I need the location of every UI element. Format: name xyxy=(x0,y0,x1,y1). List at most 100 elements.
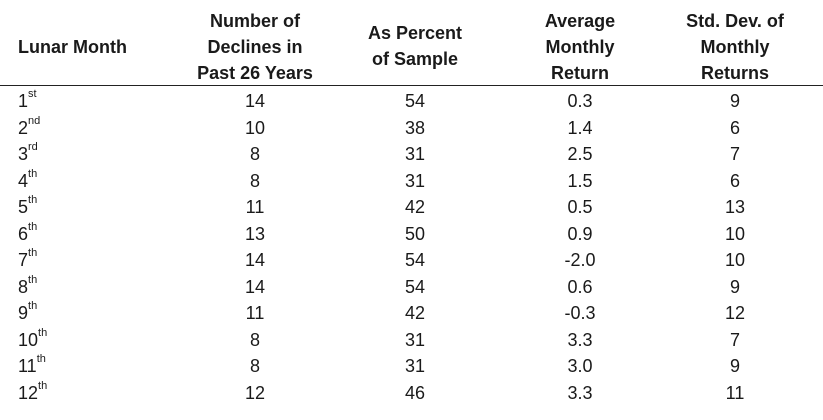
average-return-cell: 1.4 xyxy=(567,117,593,138)
average-return-cell: 1.5 xyxy=(567,170,593,191)
declines-cell: 13 xyxy=(244,223,266,244)
month-ordinal-suffix: th xyxy=(28,273,38,286)
average-return-cell: 3.3 xyxy=(567,382,593,403)
header-std-dev: Std. Dev. of Monthly Returns xyxy=(686,11,784,83)
table-row: 10th 8 31 3.3 7 xyxy=(0,327,823,354)
month-ordinal-suffix: nd xyxy=(28,114,41,127)
average-return-cell: 3.0 xyxy=(567,356,593,376)
month-ordinal-suffix: th xyxy=(28,194,38,206)
month-ordinal-suffix: th xyxy=(38,379,48,392)
average-return-cell: 3.3 xyxy=(567,329,593,350)
percent-cell: 42 xyxy=(404,303,426,323)
declines-cell: 14 xyxy=(244,91,266,111)
average-return-cell: 0.5 xyxy=(567,197,593,217)
lunar-month-cell: 1st xyxy=(18,88,37,114)
percent-cell: 54 xyxy=(404,250,426,270)
lunar-month-cell: 12th xyxy=(18,380,47,406)
lunar-month-cell: 3rd xyxy=(18,141,38,167)
std-dev-cell: 13 xyxy=(724,197,746,217)
header-average-return: Average Monthly Return xyxy=(544,11,616,83)
percent-cell: 31 xyxy=(404,144,426,164)
std-dev-cell: 10 xyxy=(724,250,746,270)
declines-cell: 10 xyxy=(244,117,266,138)
month-number: 3 xyxy=(18,144,29,164)
lunar-month-cell: 6th xyxy=(18,221,37,247)
month-ordinal-suffix: th xyxy=(28,247,38,259)
month-number: 5 xyxy=(18,197,29,217)
average-return-cell: 2.5 xyxy=(567,144,593,164)
month-ordinal-suffix: st xyxy=(28,88,37,100)
table-body: 1st 14 54 0.3 9 2nd 10 38 1.4 6 3rd 8 31 2.5 7 4th 8 31 1.… xyxy=(0,88,823,406)
table-row: 8th 14 54 0.6 9 xyxy=(0,274,823,301)
header-lunar-month: Lunar Month xyxy=(18,37,127,57)
declines-cell: 14 xyxy=(244,276,266,297)
declines-cell: 8 xyxy=(249,329,260,350)
month-number: 9 xyxy=(18,303,29,323)
std-dev-cell: 12 xyxy=(724,303,746,323)
lunar-month-cell: 4th xyxy=(18,168,37,194)
table-row: 4th 8 31 1.5 6 xyxy=(0,168,823,195)
month-ordinal-suffix: rd xyxy=(28,141,38,153)
lunar-month-cell: 11th xyxy=(18,353,46,379)
month-number: 6 xyxy=(18,223,29,244)
month-ordinal-suffix: th xyxy=(28,220,38,233)
declines-cell: 8 xyxy=(249,144,260,164)
declines-cell: 11 xyxy=(245,197,265,217)
month-ordinal-suffix: th xyxy=(36,353,46,365)
declines-cell: 8 xyxy=(249,356,260,376)
declines-cell: 12 xyxy=(244,382,266,403)
declines-cell: 8 xyxy=(249,170,260,191)
table-row: 5th 11 42 0.5 13 xyxy=(0,194,823,221)
header-percent: As Percent of Sample xyxy=(367,23,463,69)
month-number: 2 xyxy=(18,117,29,138)
lunar-month-cell: 2nd xyxy=(18,115,40,141)
percent-cell: 54 xyxy=(404,91,426,111)
lunar-month-cell: 7th xyxy=(18,247,37,273)
std-dev-cell: 7 xyxy=(729,329,740,350)
declines-cell: 14 xyxy=(244,250,266,270)
table-header: Lunar Month Number of Declines in Past 2… xyxy=(0,0,823,86)
lunar-month-cell: 9th xyxy=(18,300,37,326)
table-row: 7th 14 54 -2.0 10 xyxy=(0,247,823,274)
month-number: 7 xyxy=(18,250,29,270)
percent-cell: 42 xyxy=(404,197,426,217)
table-row: 11th 8 31 3.0 9 xyxy=(0,353,823,380)
lunar-month-cell: 5th xyxy=(18,194,37,220)
std-dev-cell: 9 xyxy=(729,91,740,111)
header-declines: Number of Declines in Past 26 Years xyxy=(197,11,313,83)
table-row: 3rd 8 31 2.5 7 xyxy=(0,141,823,168)
month-number: 11 xyxy=(18,356,37,376)
month-number: 10 xyxy=(18,329,39,350)
std-dev-cell: 7 xyxy=(729,144,740,164)
std-dev-cell: 6 xyxy=(729,117,740,138)
average-return-cell: 0.3 xyxy=(567,91,593,111)
table-row: 12th 12 46 3.3 11 xyxy=(0,380,823,407)
average-return-cell: 0.6 xyxy=(567,276,593,297)
average-return-cell: -0.3 xyxy=(564,303,596,323)
percent-cell: 38 xyxy=(404,117,426,138)
average-return-cell: 0.9 xyxy=(567,223,593,244)
declines-cell: 11 xyxy=(245,303,265,323)
month-number: 1 xyxy=(18,91,29,111)
std-dev-cell: 9 xyxy=(729,276,740,297)
std-dev-cell: 10 xyxy=(724,223,746,244)
percent-cell: 50 xyxy=(404,223,426,244)
std-dev-cell: 6 xyxy=(729,170,740,191)
month-number: 8 xyxy=(18,276,29,297)
month-number: 12 xyxy=(18,382,39,403)
month-ordinal-suffix: th xyxy=(28,167,38,180)
percent-cell: 46 xyxy=(404,382,426,403)
table-row: 2nd 10 38 1.4 6 xyxy=(0,115,823,142)
month-number: 4 xyxy=(18,170,29,191)
percent-cell: 31 xyxy=(404,329,426,350)
std-dev-cell: 9 xyxy=(729,356,740,376)
month-ordinal-suffix: th xyxy=(28,300,38,312)
table-row: 1st 14 54 0.3 9 xyxy=(0,88,823,115)
month-ordinal-suffix: th xyxy=(38,326,48,339)
percent-cell: 31 xyxy=(404,356,426,376)
std-dev-cell: 11 xyxy=(725,382,745,403)
lunar-month-cell: 10th xyxy=(18,327,47,353)
percent-cell: 54 xyxy=(404,276,426,297)
table-row: 6th 13 50 0.9 10 xyxy=(0,221,823,248)
